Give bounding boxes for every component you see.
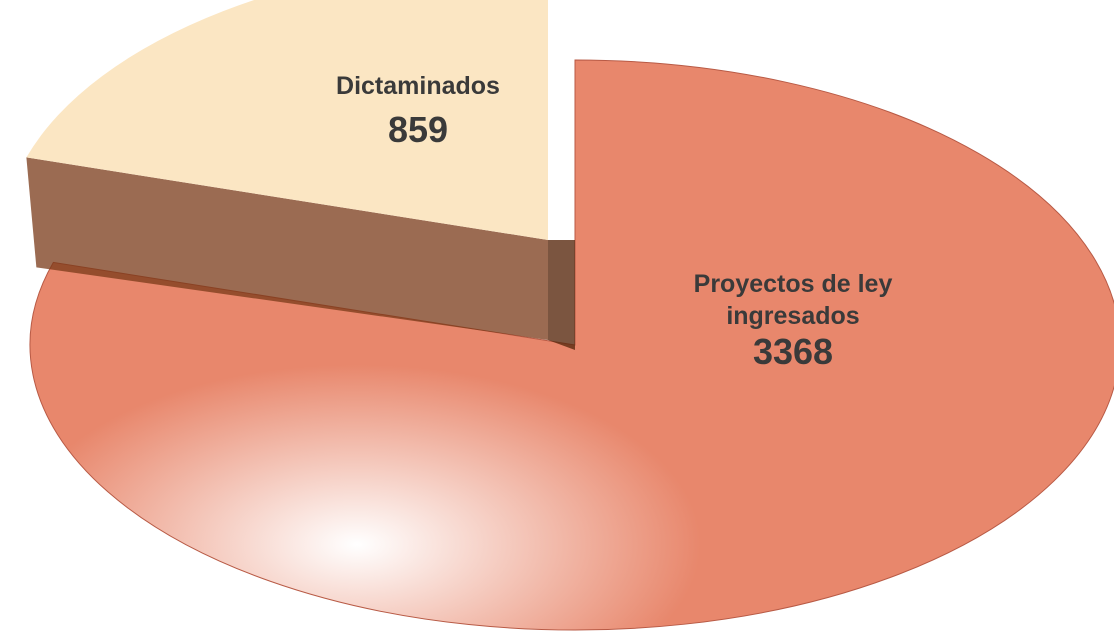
category-label: Dictaminados (336, 72, 500, 100)
slice-side (26, 157, 549, 340)
category-label: Proyectos de ley ingresados (693, 270, 893, 330)
slice-side (548, 240, 575, 350)
value-label: 3368 (752, 331, 834, 372)
slice-label: Proyectos de ley ingresados 3368 (598, 268, 988, 372)
slice-label: Dictaminados 859 (268, 70, 568, 150)
pie-slice (26, 0, 548, 240)
value-label: 859 (387, 109, 449, 150)
